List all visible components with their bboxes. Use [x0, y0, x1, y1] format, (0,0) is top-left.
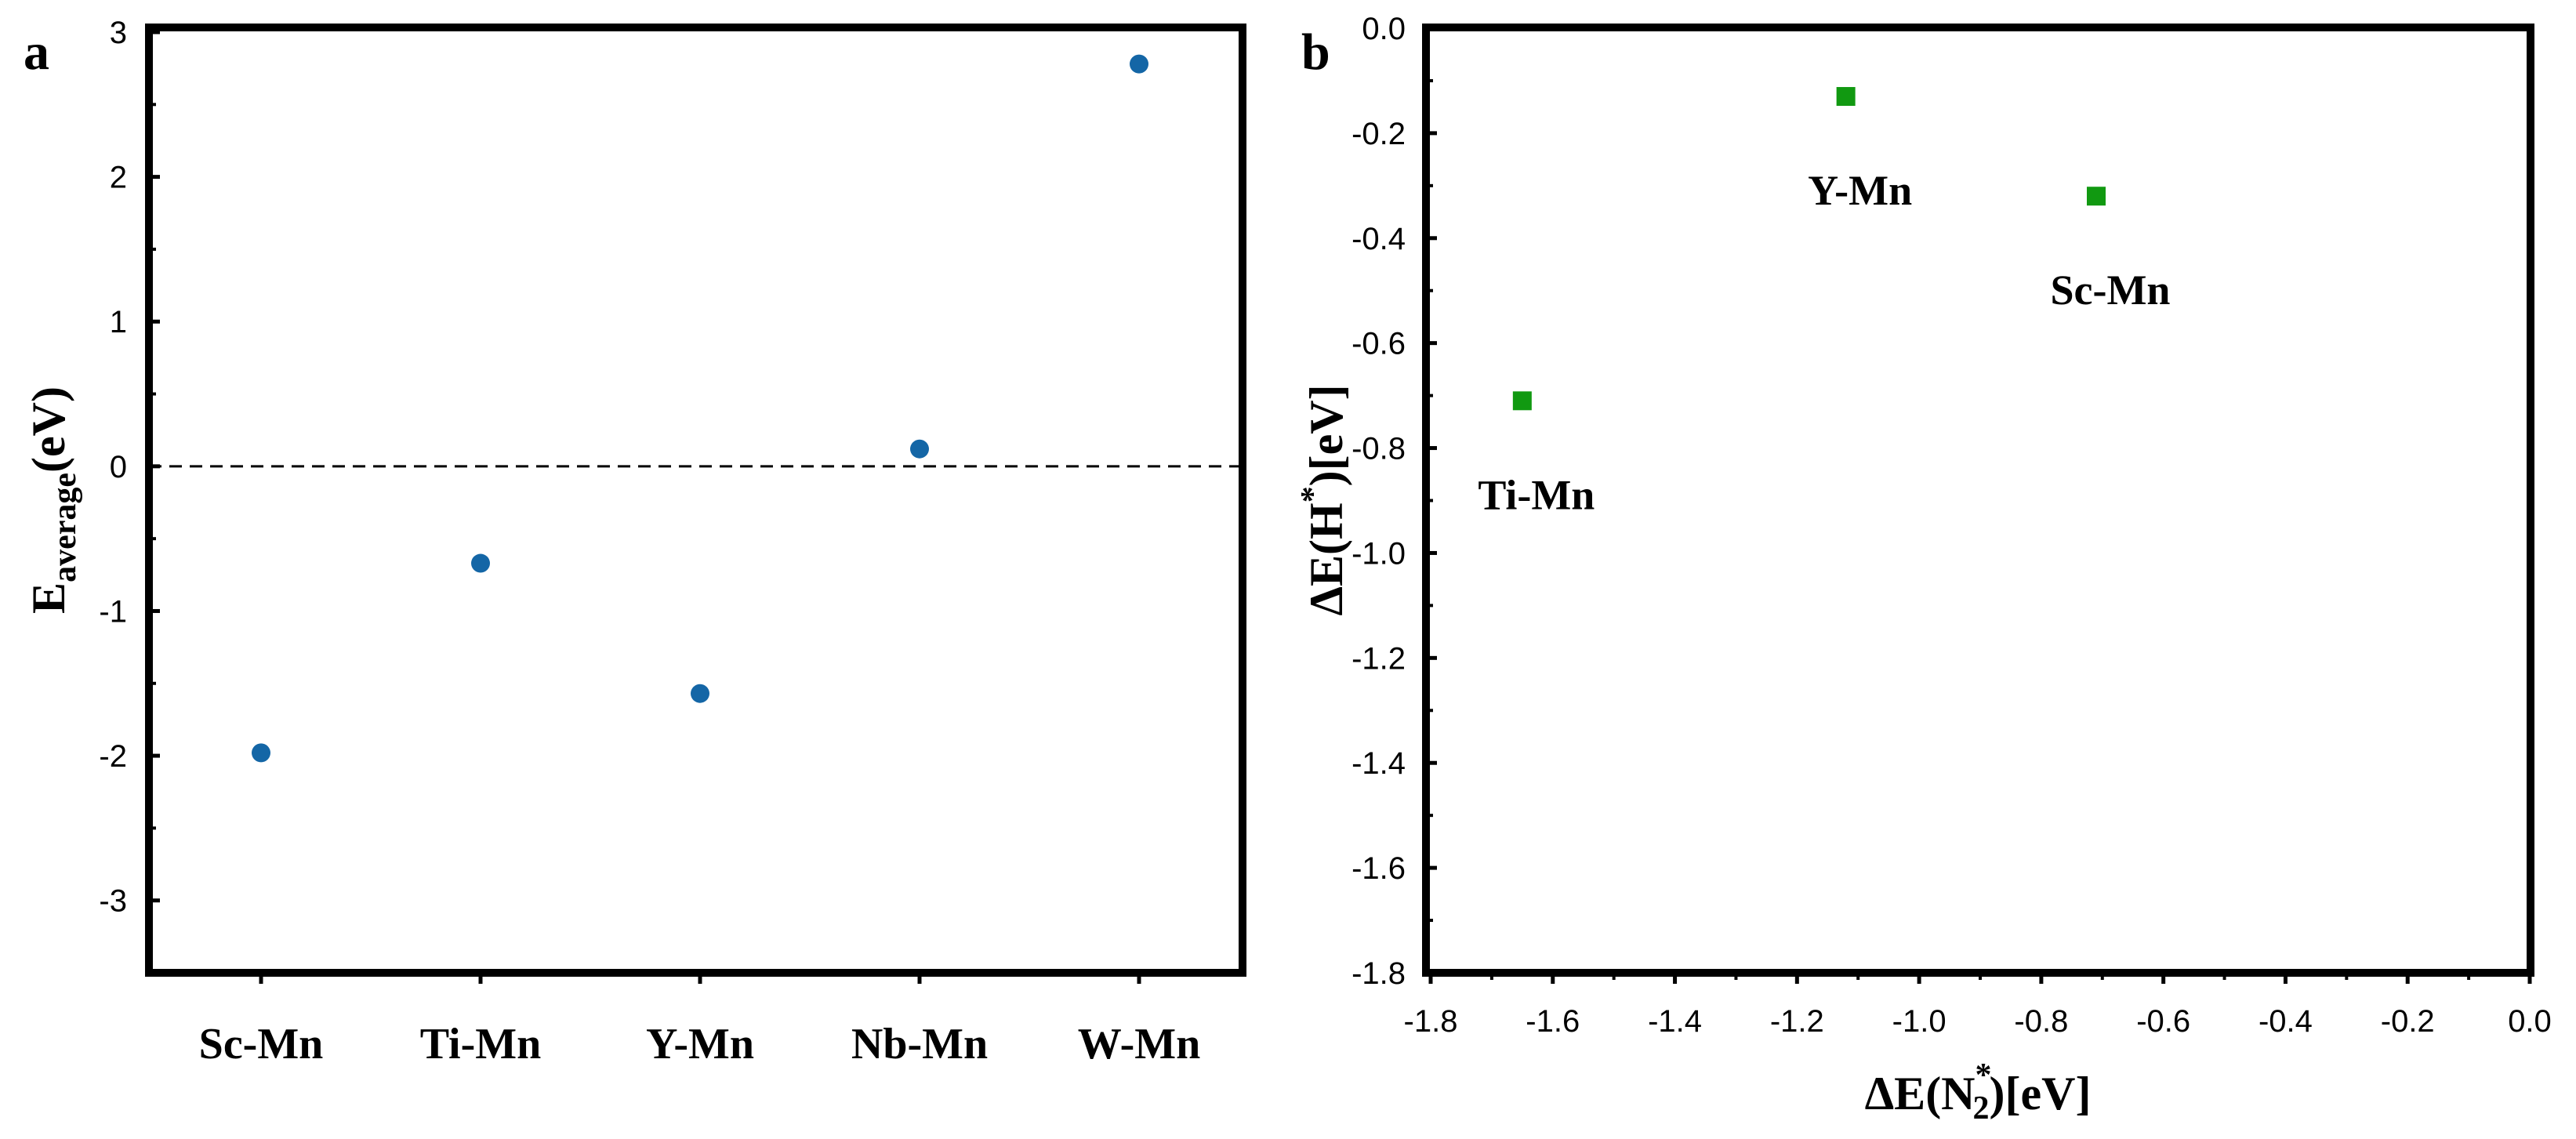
panel-a-y-axis-title: Eaverage(eV)	[23, 386, 83, 614]
panel-b-y-ticks: 0.0 -0.2 -0.4 -0.6 -0.8 -1.0 -1.2 -1.4 -1.6 -1.8	[1351, 12, 1437, 991]
panel-a-ylabel-sub: average	[47, 473, 83, 582]
panel-a-y-tick-label: -1	[99, 594, 127, 629]
panel-b-letter: b	[1301, 24, 1330, 81]
panel-b-y-tick-label: 0.0	[1362, 12, 1406, 46]
panel-b-x-tick-label: -0.2	[2381, 1004, 2435, 1039]
panel-b-y-tick-label: -1.6	[1351, 851, 1406, 886]
panel-a-data-point	[252, 743, 270, 763]
panel-b-ylabel-sup: *	[1295, 486, 1331, 502]
panel-b-x-tick-label: -0.6	[2136, 1004, 2190, 1039]
panel-a-category-label: W-Mn	[1078, 1020, 1201, 1068]
panel-a-y-tick-label: 2	[110, 161, 127, 195]
panel-b-y-tick-label: -0.8	[1351, 432, 1406, 466]
panel-b-x-ticks: -1.8 -1.6 -1.4 -1.2 -1.0 -0.8 -0.6 -0.4 -0.2 0.0	[1404, 973, 2552, 1039]
panel-b-x-tick-label: -1.8	[1404, 1004, 1458, 1039]
panel-b-data-point	[1512, 391, 1532, 411]
panel-b-x-tick-label: -0.8	[2014, 1004, 2068, 1039]
panel-a-data-point	[691, 684, 709, 703]
panel-a-y-ticks: -3 -2 -1 0 1 2 3	[99, 16, 160, 919]
panel-a-category-label: Sc-Mn	[199, 1020, 324, 1068]
panel-b-point-label: Ti-Mn	[1478, 471, 1595, 518]
panel-a-y-tick-label: 0	[110, 450, 127, 484]
panel-a-data-point	[471, 553, 490, 573]
panel-a-letter: a	[24, 24, 49, 81]
panel-b-xlabel-unit: )[eV]	[1990, 1068, 2092, 1119]
panel-a-data-point	[1130, 54, 1148, 74]
panel-b-y-tick-label: -0.6	[1351, 327, 1406, 361]
panel-b-point-label: Y-Mn	[1808, 167, 1912, 214]
panel-a-frame	[145, 24, 1246, 977]
panel-b-ylabel-unit: )[eV]	[1301, 384, 1352, 486]
panel-b-y-tick-label: -1.2	[1351, 641, 1406, 676]
panel-b-xlabel-sup: *	[1976, 1057, 1992, 1094]
panel-a-y-tick-label: -2	[99, 739, 127, 774]
panel-b-x-tick-label: -1.4	[1648, 1004, 1702, 1039]
panel-b-point-label: Sc-Mn	[2050, 267, 2170, 314]
panel-b-ylabel-main: ΔE(H	[1301, 502, 1352, 615]
panel-b-data-point	[1836, 87, 1856, 107]
panel-a-ylabel-unit: (eV)	[23, 386, 74, 473]
panel-b-y-tick-label: -1.8	[1351, 956, 1406, 991]
panel-b-y-tick-label: -1.0	[1351, 536, 1406, 571]
panel-a-category-label: Ti-Mn	[420, 1020, 542, 1068]
panel-a-ylabel-main: E	[23, 582, 74, 614]
panel-b-x-tick-label: 0.0	[2508, 1004, 2552, 1039]
panel-b-x-tick-label: -1.0	[1892, 1004, 1947, 1039]
panel-b-x-axis-title: ΔE(N* 2)[eV]	[1865, 1057, 2092, 1126]
panel-a-category-label: Nb-Mn	[851, 1020, 988, 1068]
panel-b-data-point	[2086, 187, 2106, 206]
panel-b: b 0.0-0.2-0.4-0.6-0.8-1.0-1.2-1.4-1.6-1.…	[1295, 12, 2552, 1126]
panel-b-y-tick-label: -1.4	[1351, 746, 1406, 781]
panel-b-y-tick-label: -0.4	[1351, 222, 1406, 256]
panel-a-points	[252, 54, 1148, 763]
panel-b-y-tick-label: -0.2	[1351, 117, 1406, 151]
panel-a: a -3 -2 -1 0 1 2 3 Sc-Mn Ti-Mn Y-Mn Nb-Mn W-Mn Eav…	[23, 16, 1246, 1068]
panel-a-y-tick-label: -3	[99, 884, 127, 919]
panel-a-category-label: Y-Mn	[646, 1020, 754, 1068]
panel-a-y-tick-label: 3	[110, 16, 127, 50]
panel-a-y-tick-label: 1	[110, 305, 127, 339]
panel-b-x-tick-label: -0.4	[2259, 1004, 2313, 1039]
panel-b-x-tick-label: -1.2	[1770, 1004, 1824, 1039]
panel-b-xlabel-main: ΔE(N	[1865, 1068, 1976, 1119]
panel-b-points: Ti-Mn Y-Mn Sc-Mn	[1478, 87, 2170, 518]
panel-a-x-categories: Sc-Mn Ti-Mn Y-Mn Nb-Mn W-Mn	[199, 973, 1201, 1068]
panel-b-xlabel-sub: 2	[1973, 1090, 1990, 1126]
panel-a-data-point	[910, 439, 929, 459]
panel-b-x-tick-label: -1.6	[1526, 1004, 1580, 1039]
panel-b-y-axis-title: ΔE(H*)[eV]	[1295, 384, 1352, 615]
